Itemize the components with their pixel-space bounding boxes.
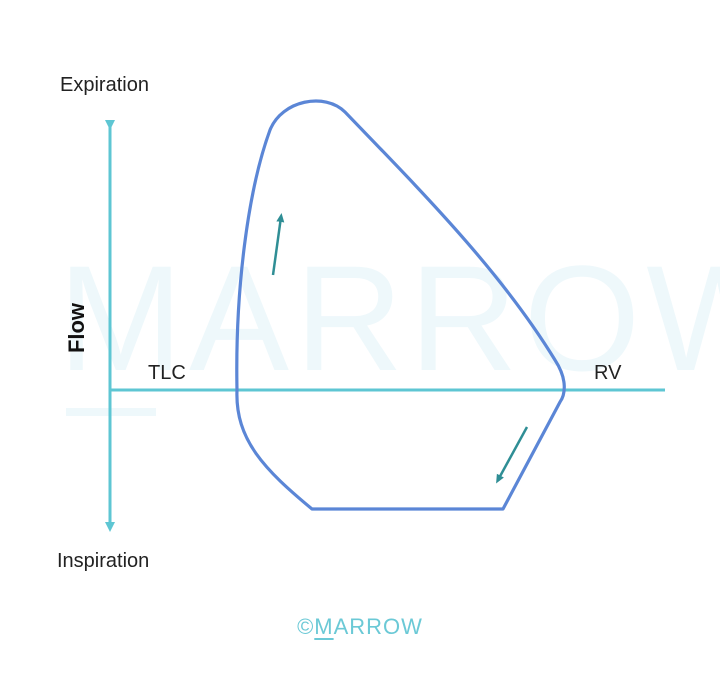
brand-rest: ARROW — [333, 614, 423, 639]
inspiration-direction-arrow — [496, 426, 529, 484]
expiration-direction-arrow — [271, 213, 285, 276]
copyright-symbol: © — [297, 614, 315, 639]
rv-label: RV — [594, 362, 622, 384]
flow-volume-loop — [235, 99, 566, 511]
copyright-logo: ©MARROW — [0, 614, 720, 640]
expiration-label: Expiration — [60, 74, 149, 96]
brand-initial: M — [314, 614, 334, 639]
inspiration-label: Inspiration — [57, 550, 150, 572]
flow-axis-label: Flow — [64, 302, 90, 354]
tlc-label: TLC — [148, 362, 186, 384]
